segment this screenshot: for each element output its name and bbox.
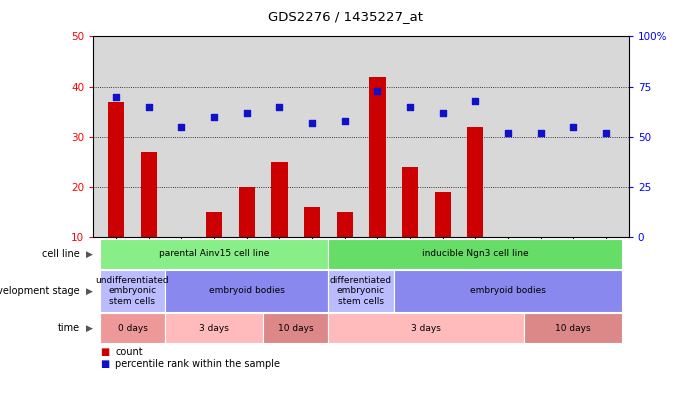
Point: [470, 97, 481, 104]
Text: development stage: development stage: [0, 286, 79, 296]
Point: [600, 130, 612, 136]
Point: [111, 94, 122, 100]
Text: inducible Ngn3 cell line: inducible Ngn3 cell line: [422, 249, 529, 258]
Bar: [141, 152, 157, 237]
Text: ▶: ▶: [86, 324, 93, 333]
Text: percentile rank within the sample: percentile rank within the sample: [115, 359, 281, 369]
Point: [143, 103, 154, 110]
Point: [568, 124, 579, 130]
Bar: [238, 187, 255, 237]
Text: time: time: [57, 323, 79, 333]
Text: ▶: ▶: [86, 286, 93, 296]
Text: embryoid bodies: embryoid bodies: [470, 286, 546, 296]
Bar: [272, 162, 287, 237]
Point: [535, 130, 546, 136]
Bar: [108, 102, 124, 237]
Text: 10 days: 10 days: [556, 324, 591, 333]
Point: [209, 113, 220, 120]
Text: 0 days: 0 days: [117, 324, 147, 333]
Bar: [206, 212, 223, 237]
Text: 3 days: 3 days: [411, 324, 442, 333]
Text: count: count: [115, 347, 143, 357]
Text: ▶: ▶: [86, 249, 93, 258]
Point: [437, 109, 448, 116]
Text: parental Ainv15 cell line: parental Ainv15 cell line: [159, 249, 269, 258]
Bar: [402, 167, 418, 237]
Point: [274, 103, 285, 110]
Text: differentiated
embryonic
stem cells: differentiated embryonic stem cells: [330, 276, 392, 306]
Point: [241, 109, 252, 116]
Text: embryoid bodies: embryoid bodies: [209, 286, 285, 296]
Text: GDS2276 / 1435227_at: GDS2276 / 1435227_at: [268, 10, 423, 23]
Text: cell line: cell line: [41, 249, 79, 259]
Bar: [435, 192, 451, 237]
Point: [502, 130, 513, 136]
Bar: [304, 207, 320, 237]
Point: [339, 117, 350, 124]
Text: 10 days: 10 days: [278, 324, 314, 333]
Bar: [337, 212, 353, 237]
Point: [404, 103, 415, 110]
Text: ■: ■: [100, 347, 109, 357]
Text: ■: ■: [100, 359, 109, 369]
Bar: [369, 77, 386, 237]
Point: [372, 87, 383, 94]
Bar: [467, 127, 484, 237]
Text: 3 days: 3 days: [199, 324, 229, 333]
Point: [176, 124, 187, 130]
Text: undifferentiated
embryonic
stem cells: undifferentiated embryonic stem cells: [95, 276, 169, 306]
Point: [307, 119, 318, 126]
